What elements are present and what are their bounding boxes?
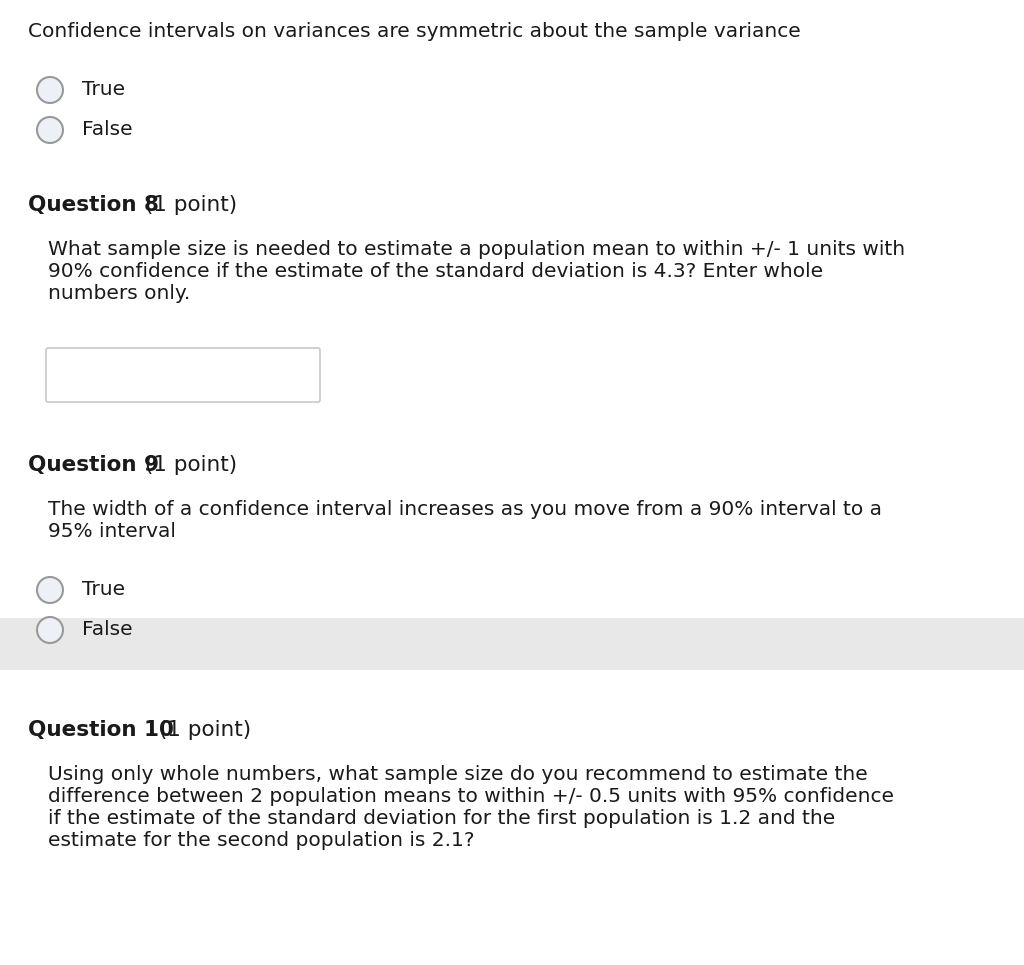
Circle shape <box>37 117 63 143</box>
Text: The width of a confidence interval increases as you move from a 90% interval to : The width of a confidence interval incre… <box>48 500 882 541</box>
Text: (1 point): (1 point) <box>152 720 251 740</box>
Text: Question 8: Question 8 <box>28 195 159 215</box>
Text: Question 10: Question 10 <box>28 720 174 740</box>
Text: Question 9: Question 9 <box>28 455 159 475</box>
Circle shape <box>37 577 63 603</box>
Text: True: True <box>82 580 125 599</box>
Text: What sample size is needed to estimate a population mean to within +/- 1 units w: What sample size is needed to estimate a… <box>48 240 905 303</box>
Text: Using only whole numbers, what sample size do you recommend to estimate the
diff: Using only whole numbers, what sample si… <box>48 765 894 850</box>
Text: False: False <box>82 620 133 639</box>
Text: True: True <box>82 80 125 99</box>
Text: Confidence intervals on variances are symmetric about the sample variance: Confidence intervals on variances are sy… <box>28 22 801 41</box>
Bar <box>0 618 1024 670</box>
Text: (1 point): (1 point) <box>138 195 238 215</box>
Text: (1 point): (1 point) <box>138 455 238 475</box>
FancyBboxPatch shape <box>46 348 319 402</box>
Text: False: False <box>82 120 133 139</box>
Circle shape <box>37 617 63 643</box>
Circle shape <box>37 77 63 103</box>
